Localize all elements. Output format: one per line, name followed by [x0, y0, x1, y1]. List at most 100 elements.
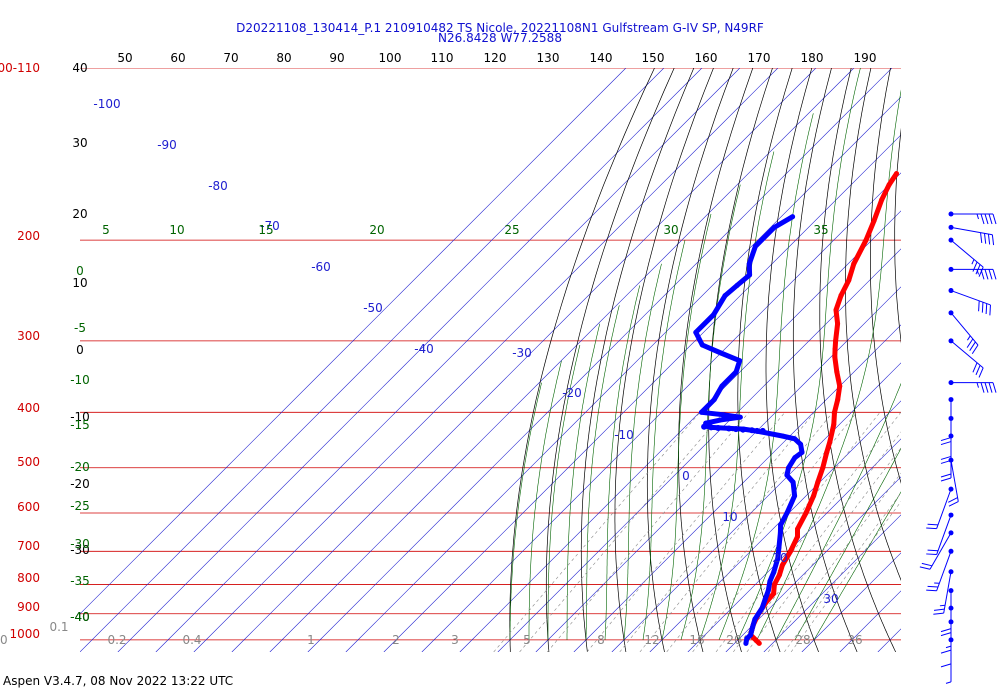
wind-barb-feather [940, 441, 952, 446]
chart-title-line1: D20221108_130414_P.1 210910482 TS Nicole… [236, 21, 764, 35]
mixing-ratio-label: 0.1 [49, 620, 68, 634]
wind-barb-feather [972, 362, 978, 373]
temperature-point [795, 526, 801, 532]
temperature-point [851, 261, 857, 267]
top-axis-label: 140 [590, 51, 613, 65]
dry-adiabat-line [792, 68, 858, 652]
top-axis-label: 100 [379, 51, 402, 65]
isotherm-label: 0 [682, 469, 690, 483]
dewpoint-point [767, 578, 773, 584]
dewpoint-point [722, 293, 728, 299]
wind-barb [948, 338, 984, 378]
moist-adiabat-left-label: -35 [70, 574, 90, 588]
temperature-point [833, 307, 839, 313]
wind-barb-shaft [950, 290, 991, 306]
isotherm-line [573, 324, 901, 652]
dewpoint-point [784, 472, 790, 478]
wind-barb-feather [926, 553, 937, 556]
isotherm-line [307, 68, 893, 652]
dewpoint-point [721, 412, 727, 418]
wind-barb [945, 637, 954, 684]
temperature-point [831, 409, 837, 415]
dewpoint-point [718, 350, 724, 356]
isotherm-line [231, 68, 817, 652]
moist-adiabat-left-label: -25 [70, 499, 90, 513]
wind-barb-feather [984, 213, 989, 225]
dry-adiabat-line [765, 68, 819, 652]
moist-adiabat-line [680, 184, 741, 640]
dry-adiabat-line [678, 68, 754, 652]
pressure-label: 200 [17, 229, 40, 243]
temperature-point [835, 397, 841, 403]
pressure-label: 600 [17, 500, 40, 514]
mixing-ratio-label: 16 [689, 633, 704, 647]
moist-adiabat-left-label: -20 [70, 460, 90, 474]
wind-barb-feather [940, 663, 952, 668]
temperature-point [871, 218, 877, 224]
top-axis-label: 60 [170, 51, 185, 65]
moist-adiabat-left-label: -40 [70, 610, 90, 624]
temperature-point [771, 581, 777, 587]
isotherm-line [193, 68, 779, 652]
dry-adiabat-label: -20 [70, 477, 90, 491]
wind-barb-feather [972, 261, 978, 272]
dewpoint-point [743, 640, 749, 646]
dewpoint-point [779, 433, 785, 439]
isotherm-label: 20 [772, 551, 787, 565]
moist-adiabat-left-label: -5 [74, 321, 86, 335]
wind-barb [933, 569, 954, 615]
wind-barb-half-feather [966, 335, 971, 341]
mixing-ratio-line [733, 431, 901, 652]
mixing-ratio-line [692, 412, 881, 652]
wind-barb-feather [988, 213, 993, 225]
dewpoint-point [711, 397, 717, 403]
wind-barb-feather [992, 213, 997, 225]
moist-adiabat-line [623, 263, 662, 640]
dewpoint-dot [708, 424, 715, 431]
temperature-point [886, 182, 892, 188]
moist-adiabat-top-label: 5 [102, 223, 110, 237]
wind-barb-feather [988, 382, 993, 393]
wind-barb-feather [988, 269, 993, 280]
wind-barb-half-feather [976, 382, 979, 388]
temperature-point [824, 449, 830, 455]
wind-barb-feather [940, 455, 952, 460]
temperature-point [832, 346, 838, 352]
wind-barb-feather [978, 300, 980, 312]
mixing-ratio-label: 0.2 [107, 633, 126, 647]
dewpoint-point [719, 383, 725, 389]
moist-adiabat-left-label: 0 [76, 264, 84, 278]
temperature-point [811, 493, 817, 499]
isotherm-line [459, 210, 901, 652]
isotherm-line [497, 248, 901, 652]
wind-barb-feather [919, 566, 931, 570]
temperature-point [794, 534, 800, 540]
wind-barb-shaft [950, 460, 959, 502]
dry-adiabat-line [985, 68, 1000, 652]
moist-adiabat-line [775, 382, 901, 641]
mixing-ratio-label: 8 [597, 633, 605, 647]
pressure-label: 300 [17, 329, 40, 343]
isotherm-line [117, 68, 703, 652]
temperature-isolated-point [922, 154, 928, 160]
dry-adiabat-label: 0 [76, 343, 84, 357]
top-axis-label: 120 [484, 51, 507, 65]
isotherm-label: -50 [363, 301, 383, 315]
dry-adiabat-line [918, 68, 1000, 652]
wind-barb-feather [980, 232, 983, 244]
wind-barb [948, 457, 959, 507]
wind-barb-shaft [936, 551, 952, 591]
temperature-point [833, 338, 839, 344]
wind-barb-feather [980, 269, 985, 280]
mixing-ratio-line [666, 412, 857, 652]
dewpoint-dot [725, 425, 732, 432]
dewpoint-point [792, 455, 798, 461]
moist-adiabat-line [566, 323, 601, 640]
wind-barb-feather [940, 632, 952, 637]
temperature-point [815, 479, 821, 485]
mixing-ratio-label: 40 [0, 633, 8, 647]
dewpoint-point [746, 261, 752, 267]
dewpoint-point [759, 605, 765, 611]
temperature-point [837, 383, 843, 389]
